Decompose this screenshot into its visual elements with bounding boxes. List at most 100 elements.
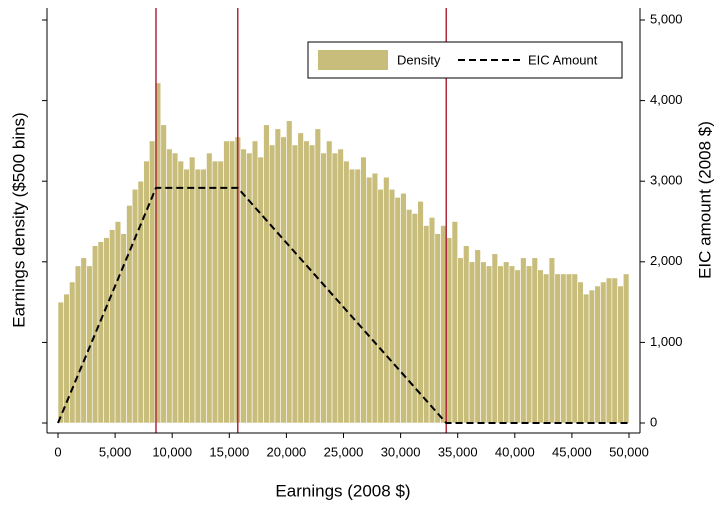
bar [622,273,630,424]
y2-axis-title: EIC amount (2008 $) [695,121,714,279]
bar [371,172,379,424]
bar [394,197,401,424]
y-axis-title: Earnings density ($500 bins) [9,112,28,327]
bar [114,221,122,424]
bar [286,120,293,424]
bar [263,124,270,424]
bar [417,201,424,424]
bar [337,148,344,424]
bar [86,265,93,424]
bar [149,140,156,424]
bar [468,261,476,424]
bar [520,257,527,424]
bar [320,152,327,424]
bar [491,253,498,424]
bar [171,152,179,424]
bar [246,152,253,424]
legend-label: EIC Amount [528,52,598,67]
y2-tick-label: 0 [650,414,657,429]
bar [485,265,493,424]
bar [354,168,361,424]
bar [268,144,276,424]
x-tick-label: 50,000 [609,444,649,459]
legend: Density EIC Amount [307,41,623,79]
bar [525,265,533,424]
bar [605,277,613,424]
x-axis-title: Earnings (2008 $) [275,481,410,500]
bar [189,156,196,424]
bar [80,257,87,424]
bar [537,269,544,424]
bar [440,225,447,424]
bar [211,160,219,424]
bar [280,136,287,424]
bar [297,132,304,424]
x-tick-label: 45,000 [552,444,592,459]
bar [560,273,567,424]
bar [423,225,430,424]
x-tick-label: 20,000 [267,444,307,459]
bar [531,257,538,424]
x-tick-label: 15,000 [209,444,249,459]
bar [445,237,453,424]
bar [183,168,190,424]
bar [388,188,396,424]
bar [565,273,573,424]
bar [474,249,481,424]
bar [406,209,413,424]
y2-tick-label: 3,000 [650,173,683,188]
bar [63,293,70,424]
bar [194,168,202,424]
bar [543,273,550,424]
bar [177,160,184,424]
legend-label: Density [397,52,441,67]
bar [343,160,350,424]
bar [463,245,470,424]
y2-tick-label: 2,000 [650,253,683,268]
bar [548,257,556,424]
bar [588,289,596,424]
bar [57,301,65,424]
x-tick-label: 25,000 [324,444,364,459]
bar [240,148,247,424]
bar [229,140,236,424]
bar [69,281,76,424]
bar [571,273,578,424]
bar [308,144,316,424]
bar [217,160,224,424]
bar [554,273,561,424]
bar [143,160,150,424]
bar [451,221,458,424]
bar [131,188,139,424]
bar [383,176,390,424]
bar [274,128,281,424]
bar [291,144,299,424]
bar [360,156,367,424]
bar [166,148,173,424]
x-tick-label: 30,000 [381,444,421,459]
bar [257,156,264,424]
y2-tick-label: 1,000 [650,334,683,349]
bar [583,293,590,424]
bar [206,152,213,424]
bar [428,217,436,424]
bar [577,281,584,424]
bar [326,140,333,424]
x-tick-label: 10,000 [152,444,192,459]
x-tick-label: 5,000 [99,444,132,459]
bar [348,168,356,424]
bar [514,269,521,424]
x-tick-label: 0 [54,444,61,459]
bar [617,285,624,424]
bar [91,245,99,424]
bar [200,168,207,424]
bar [377,188,384,424]
y2-tick-label: 4,000 [650,92,683,107]
bar [400,192,407,424]
bar [457,257,464,424]
legend-swatch [318,50,388,70]
bar [434,233,441,424]
bar [480,261,487,424]
bar [160,124,167,424]
